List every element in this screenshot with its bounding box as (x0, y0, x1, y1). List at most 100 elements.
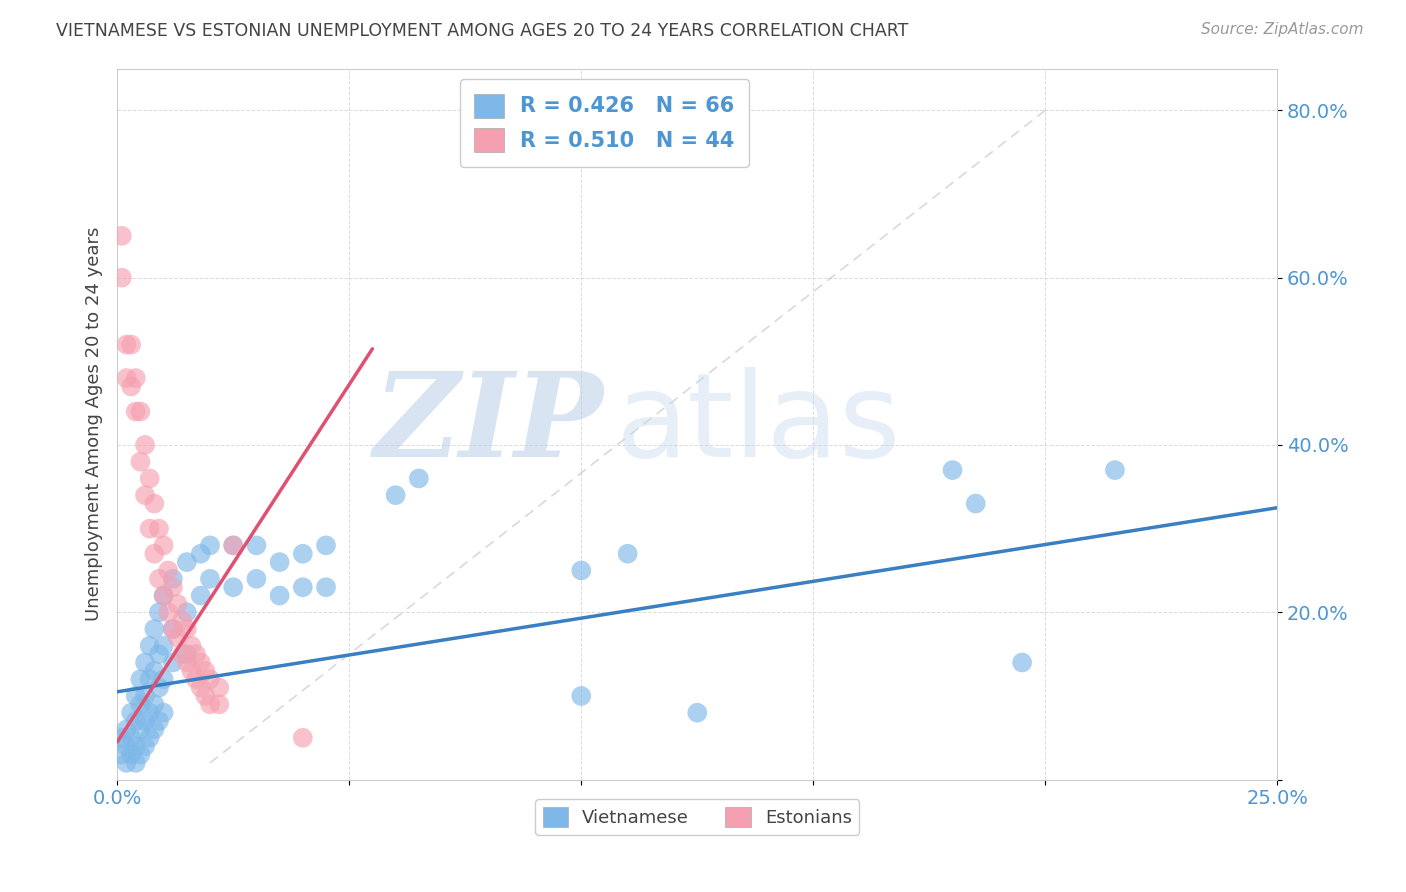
Point (152, 589, 174, 603)
Point (143, 622, 166, 636)
Point (129, 404, 152, 418)
Point (134, 714, 156, 728)
Point (148, 522, 170, 536)
Point (138, 706, 160, 720)
Point (162, 572, 184, 586)
Point (120, 379, 142, 393)
Point (222, 538, 245, 552)
Point (125, 404, 148, 418)
Point (198, 572, 221, 586)
Point (111, 228, 134, 243)
Point (125, 739, 148, 753)
Text: VIETNAMESE VS ESTONIAN UNEMPLOYMENT AMONG AGES 20 TO 24 YEARS CORRELATION CHART: VIETNAMESE VS ESTONIAN UNEMPLOYMENT AMON… (56, 22, 908, 40)
Point (198, 698, 221, 712)
Point (208, 698, 231, 712)
Point (180, 664, 202, 678)
Point (134, 488, 156, 502)
Point (291, 731, 314, 745)
Point (222, 580, 245, 594)
Point (125, 689, 148, 703)
Point (208, 681, 231, 695)
Point (148, 647, 170, 661)
Point (408, 471, 430, 485)
Point (120, 706, 142, 720)
Point (176, 605, 198, 619)
Point (1011, 656, 1033, 670)
Point (176, 647, 198, 661)
Point (172, 647, 194, 661)
Point (198, 538, 221, 552)
Point (143, 698, 166, 712)
Point (125, 756, 148, 770)
Point (148, 605, 170, 619)
Point (176, 555, 198, 569)
Point (138, 471, 160, 485)
Point (166, 597, 188, 611)
Point (134, 438, 156, 452)
Point (269, 589, 291, 603)
Point (190, 681, 212, 695)
Point (190, 547, 212, 561)
Point (315, 580, 337, 594)
Point (269, 555, 291, 569)
Point (194, 689, 217, 703)
Point (965, 497, 987, 511)
Point (291, 580, 314, 594)
Point (569, 689, 592, 703)
Point (184, 647, 207, 661)
Point (148, 572, 170, 586)
Point (152, 538, 174, 552)
Point (120, 747, 142, 762)
Point (291, 547, 314, 561)
Text: Source: ZipAtlas.com: Source: ZipAtlas.com (1201, 22, 1364, 37)
Point (180, 639, 202, 653)
Point (120, 731, 142, 745)
Point (125, 714, 148, 728)
Point (129, 723, 152, 737)
Point (166, 631, 188, 645)
Point (222, 538, 245, 552)
Point (143, 547, 166, 561)
Point (198, 672, 221, 686)
Point (190, 656, 212, 670)
Point (148, 681, 170, 695)
Point (686, 706, 709, 720)
Point (138, 522, 160, 536)
Point (162, 622, 184, 636)
Point (172, 614, 194, 628)
Point (138, 639, 160, 653)
Point (616, 547, 638, 561)
Point (194, 664, 217, 678)
Point (138, 672, 160, 686)
Point (162, 622, 184, 636)
Point (111, 731, 134, 745)
Point (176, 622, 198, 636)
Text: ZIP: ZIP (374, 367, 605, 482)
Point (115, 337, 138, 351)
Point (152, 672, 174, 686)
Point (152, 589, 174, 603)
Point (162, 580, 184, 594)
Point (162, 656, 184, 670)
Point (134, 689, 156, 703)
Point (569, 564, 592, 578)
Point (129, 672, 152, 686)
Point (245, 572, 267, 586)
Point (184, 672, 207, 686)
Point (138, 731, 160, 745)
Point (157, 564, 180, 578)
Point (152, 639, 174, 653)
Point (143, 497, 166, 511)
Point (245, 538, 267, 552)
Point (129, 455, 152, 469)
Point (115, 723, 138, 737)
Point (125, 371, 148, 385)
Point (115, 371, 138, 385)
Point (111, 270, 134, 285)
Text: atlas: atlas (616, 367, 901, 482)
Point (941, 463, 963, 477)
Point (111, 747, 134, 762)
Point (129, 698, 152, 712)
Point (384, 488, 406, 502)
Point (115, 739, 138, 753)
